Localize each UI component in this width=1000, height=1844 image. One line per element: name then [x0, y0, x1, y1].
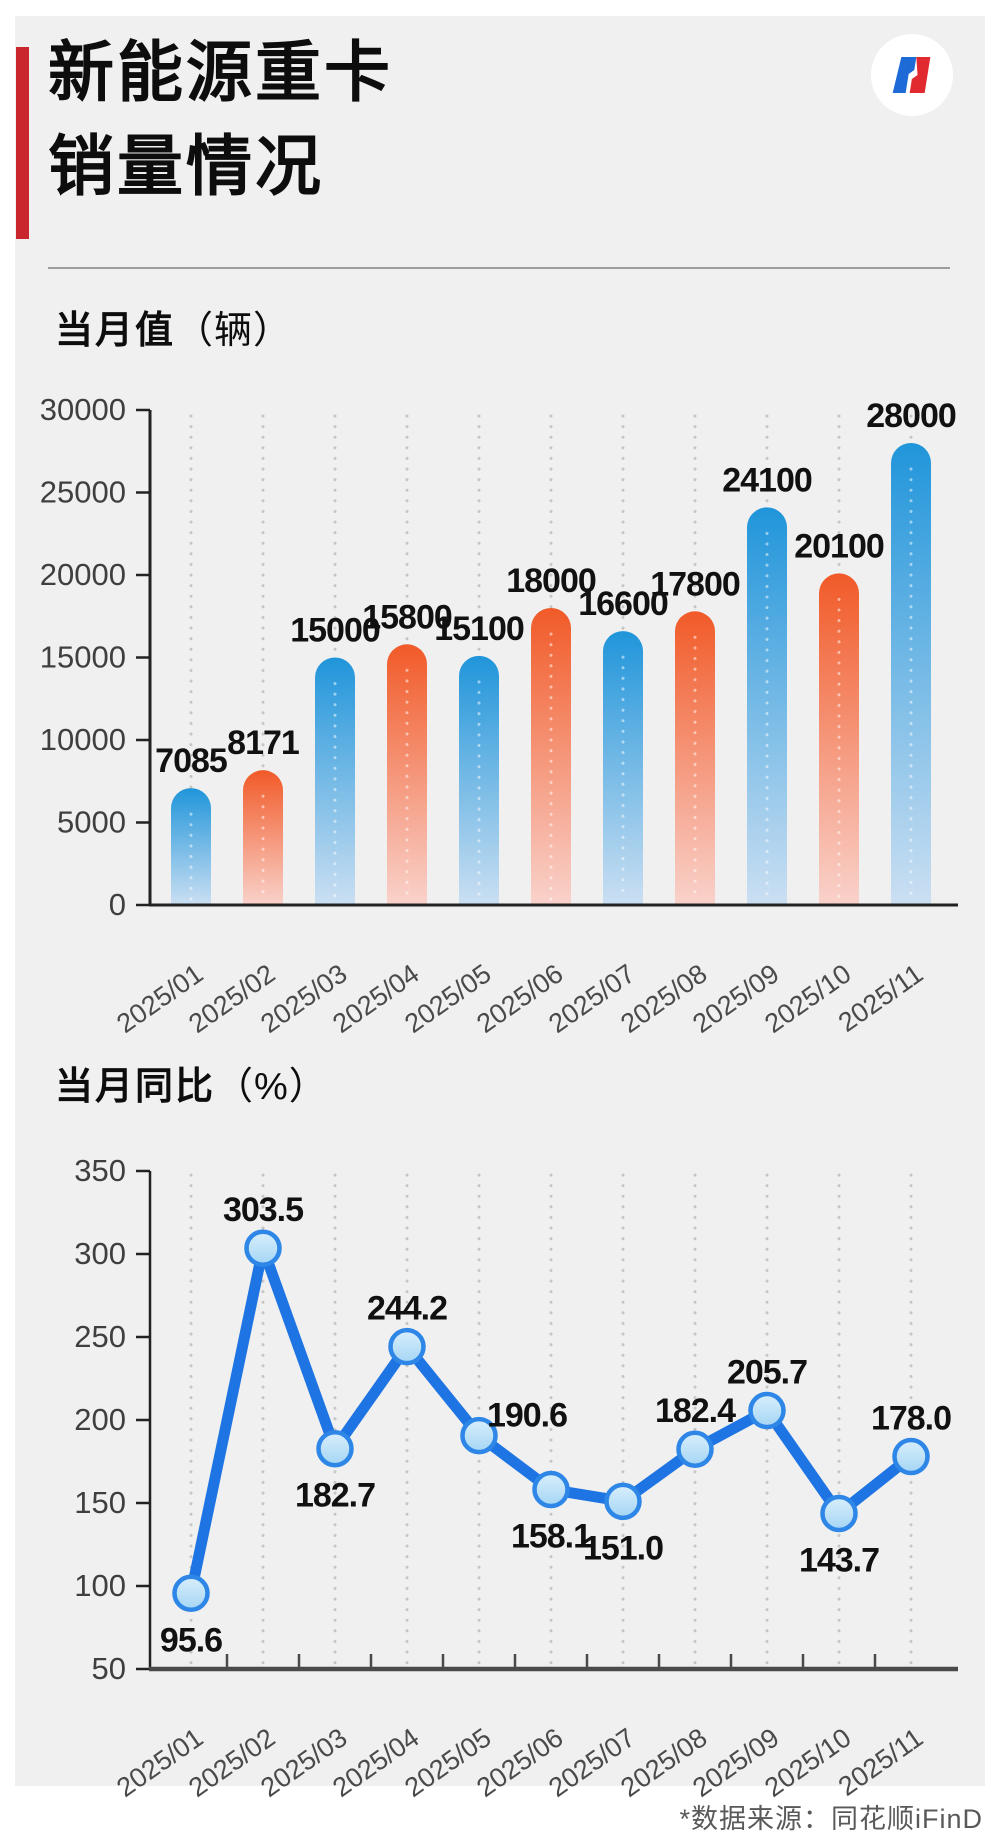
- title-accent-bar: [16, 47, 29, 239]
- header-divider: [48, 267, 950, 269]
- page-title-line2: 销量情况: [48, 128, 324, 203]
- y-axis-label: 200: [74, 1402, 126, 1437]
- bar-value-label: 17800: [650, 565, 740, 603]
- page-title-line1: 新能源重卡: [48, 35, 393, 109]
- line-chart-unit: （%）: [215, 1066, 328, 1108]
- bar-chart-title: 当月值（辆）: [55, 312, 292, 350]
- bar-value-label: 28000: [866, 397, 956, 435]
- bar-value-label: 7085: [155, 742, 227, 780]
- bar: [675, 611, 715, 905]
- point-value-label: 143.7: [799, 1541, 879, 1579]
- y-axis-label: 250: [74, 1319, 126, 1354]
- data-point-marker: [748, 1391, 786, 1430]
- bar: [315, 657, 355, 905]
- bar-value-label: 16600: [578, 585, 668, 623]
- point-value-label: 182.7: [295, 1477, 375, 1515]
- y-axis-label: 25000: [40, 475, 126, 510]
- y-axis-label: 350: [74, 1153, 126, 1188]
- brand-logo: [871, 34, 953, 116]
- bar: [459, 655, 499, 905]
- point-value-label: 151.0: [583, 1529, 663, 1567]
- yoy-line-chart: 5010015020025030035095.62025/01303.52025…: [74, 1153, 958, 1803]
- y-axis-label: 15000: [40, 640, 126, 675]
- data-point-marker: [892, 1437, 930, 1476]
- point-value-label: 178.0: [871, 1400, 951, 1438]
- point-value-label: 303.5: [223, 1191, 303, 1229]
- bar-value-label: 20100: [794, 527, 884, 565]
- point-value-label: 190.6: [487, 1397, 567, 1435]
- bar: [747, 507, 787, 905]
- point-value-label: 205.7: [727, 1354, 807, 1392]
- data-point-marker: [820, 1494, 858, 1533]
- data-point-marker: [604, 1482, 642, 1521]
- bar-chart-unit: （辆）: [175, 310, 293, 352]
- bar-value-label: 15800: [362, 598, 452, 636]
- bar: [387, 644, 427, 905]
- blue-red-n-monogram-icon: [871, 34, 953, 116]
- data-point-marker: [676, 1430, 714, 1468]
- bar-value-label: 15100: [434, 610, 524, 648]
- y-axis-label: 50: [92, 1651, 126, 1686]
- data-point-marker: [316, 1429, 354, 1468]
- bar-value-label: 24100: [722, 461, 812, 499]
- bar: [891, 443, 931, 905]
- point-value-label: 95.6: [160, 1621, 222, 1659]
- point-value-label: 158.1: [511, 1518, 591, 1556]
- y-axis-label: 0: [109, 887, 126, 922]
- monthly-sales-bar-chart: 05000100001500020000250003000070852025/0…: [40, 392, 958, 1039]
- point-value-label: 182.4: [655, 1392, 736, 1430]
- bar-value-label: 18000: [506, 562, 596, 600]
- y-axis-label: 150: [74, 1485, 126, 1520]
- data-point-marker: [172, 1574, 210, 1613]
- data-point-marker: [532, 1470, 570, 1509]
- line-chart-title-text: 当月同比: [55, 1066, 216, 1108]
- data-point-marker: [244, 1229, 282, 1267]
- y-axis-label: 10000: [40, 722, 126, 757]
- bar: [531, 608, 571, 905]
- line-chart-title: 当月同比（%）: [55, 1068, 328, 1106]
- bar: [603, 631, 643, 905]
- data-source-note: *数据来源：同花顺iFinD: [679, 1804, 983, 1834]
- bar: [819, 573, 859, 905]
- y-axis-label: 5000: [57, 805, 126, 840]
- data-point-marker: [460, 1416, 498, 1455]
- y-axis-label: 100: [74, 1568, 126, 1603]
- y-axis-label: 20000: [40, 557, 126, 592]
- bar-value-label: 8171: [227, 724, 299, 762]
- data-point-marker: [388, 1327, 426, 1366]
- bar-value-label: 15000: [290, 612, 380, 650]
- y-axis-label: 300: [74, 1236, 126, 1271]
- bar-chart-title-text: 当月值: [55, 310, 176, 352]
- infographic-card: 新能源重卡销量情况 当月值（辆） 0 5000 10000 15000 20000 250…: [15, 16, 985, 1803]
- y-axis-label: 30000: [40, 392, 126, 427]
- point-value-label: 244.2: [367, 1290, 447, 1328]
- page-title: 新能源重卡 销量情况: [48, 26, 393, 213]
